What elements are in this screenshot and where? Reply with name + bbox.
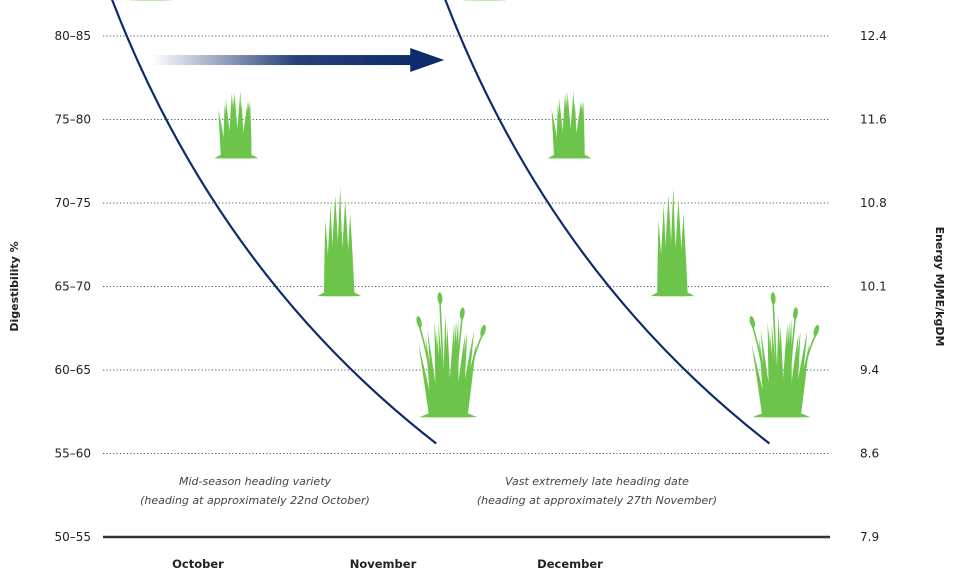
y2-axis-title: Energy MJME/kgDM bbox=[933, 227, 946, 347]
series-sublabel: (heading at approximately 22nd October) bbox=[140, 494, 370, 507]
y2-tick-label: 10.1 bbox=[860, 280, 887, 294]
grass-blade bbox=[785, 318, 792, 418]
grass-blade bbox=[458, 330, 475, 418]
y-tick-label: 60–65 bbox=[54, 363, 91, 377]
seed-head bbox=[792, 307, 798, 320]
grass-stage-2-icon bbox=[547, 91, 592, 159]
y-tick-label: 70–75 bbox=[54, 196, 91, 210]
series-line bbox=[444, 0, 771, 445]
series-label: Mid-season heading variety bbox=[179, 475, 332, 488]
grass-blade bbox=[454, 333, 466, 418]
grid-layer bbox=[103, 35, 830, 539]
grass-blade bbox=[792, 330, 808, 418]
grass-blade bbox=[451, 318, 459, 418]
y2-tick-label: 7.9 bbox=[860, 530, 879, 544]
seed-head bbox=[416, 316, 422, 328]
grass-stage-3-icon bbox=[317, 186, 362, 297]
series-sublabel: (heading at approximately 27th November) bbox=[477, 494, 717, 507]
shift-arrow-shaft bbox=[151, 55, 415, 66]
grass-layer bbox=[130, 0, 820, 418]
line-layer bbox=[111, 0, 771, 445]
y-tick-label: 75–80 bbox=[54, 113, 91, 127]
seed-head bbox=[813, 324, 820, 337]
seed-stem bbox=[795, 333, 818, 408]
grass-blade bbox=[787, 333, 799, 418]
grass-blade bbox=[245, 100, 252, 159]
grass-stage-4-icon bbox=[416, 292, 486, 418]
seed-head bbox=[770, 292, 776, 305]
grass-blade bbox=[681, 213, 688, 297]
series-line bbox=[111, 0, 437, 445]
seed-stem bbox=[751, 324, 771, 408]
seed-stem bbox=[462, 333, 484, 408]
y2-tick-label: 12.4 bbox=[860, 29, 887, 43]
seed-head bbox=[480, 324, 486, 337]
y2-tick-label: 11.6 bbox=[860, 113, 887, 127]
y-tick-label: 55–60 bbox=[54, 447, 91, 461]
seed-stem bbox=[439, 301, 446, 408]
grass-blade bbox=[348, 213, 355, 297]
seed-head bbox=[459, 307, 465, 320]
y-tick-label: 65–70 bbox=[54, 280, 91, 294]
grass-stage-4-icon bbox=[749, 292, 820, 418]
grass-blade bbox=[578, 100, 585, 159]
x-tick-label: October bbox=[172, 557, 224, 571]
y-tick-label: 50–55 bbox=[54, 530, 91, 544]
seed-stem bbox=[786, 316, 797, 408]
seed-stem bbox=[772, 301, 779, 408]
shift-arrow-head bbox=[410, 48, 445, 73]
series-label: Vast extremely late heading date bbox=[505, 475, 689, 488]
y2-tick-label: 8.6 bbox=[860, 447, 879, 461]
grass-stage-2-icon bbox=[214, 91, 259, 159]
x-tick-label: December bbox=[537, 557, 603, 571]
grass-blade bbox=[789, 331, 801, 418]
label-layer: 50–55 7.9 55–60 8.6 60–65 9.4 65–70 10.1 70–75 10… bbox=[8, 29, 946, 571]
x-tick-label: November bbox=[350, 557, 417, 571]
y2-tick-label: 10.8 bbox=[860, 196, 887, 210]
y2-tick-label: 9.4 bbox=[860, 363, 879, 377]
seed-stem bbox=[453, 316, 464, 408]
y-tick-label: 80–85 bbox=[54, 29, 91, 43]
seed-head bbox=[437, 292, 443, 305]
seed-head bbox=[749, 316, 755, 328]
grass-blade bbox=[456, 331, 468, 418]
seed-stem bbox=[418, 324, 437, 408]
grass-stage-3-icon bbox=[650, 186, 695, 297]
y-axis-title: Digestibility % bbox=[8, 241, 21, 331]
